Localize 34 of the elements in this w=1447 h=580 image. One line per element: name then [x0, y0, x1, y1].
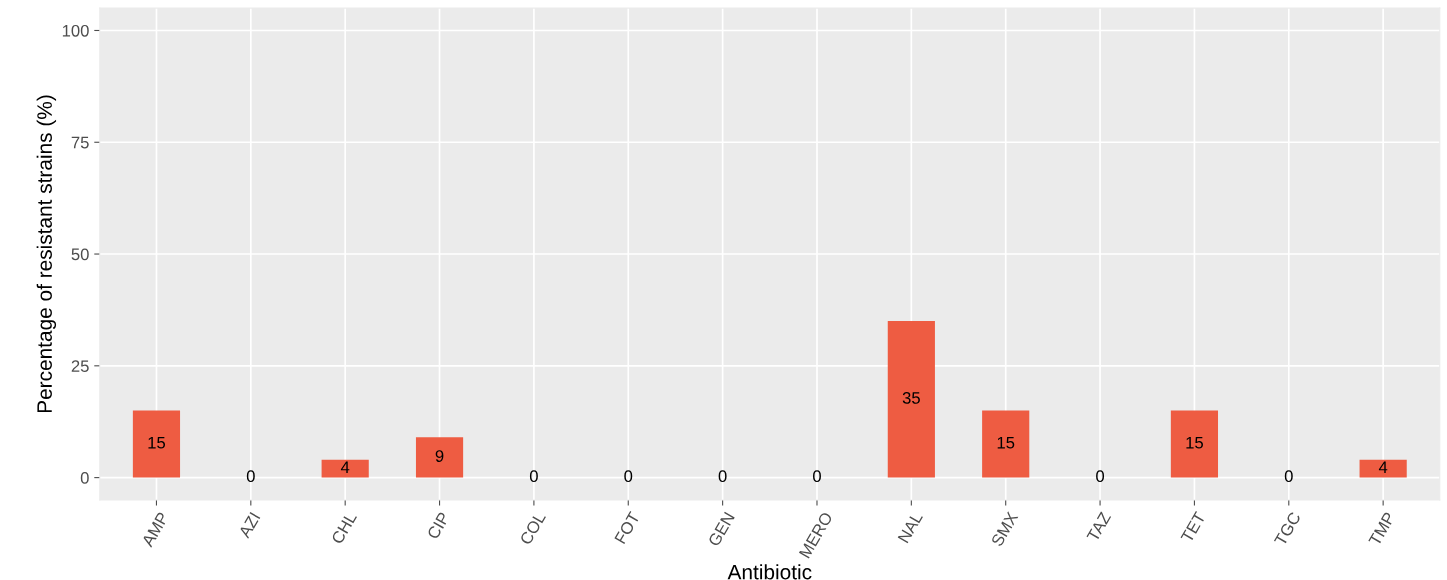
- x-tick-label: TAZ: [1086, 511, 1112, 543]
- y-axis-title: Percentage of resistant strains (%): [36, 95, 57, 413]
- x-tick-label: CHL: [330, 511, 358, 545]
- data-label: 0: [246, 470, 255, 483]
- data-label: 0: [1096, 470, 1105, 483]
- data-label: 0: [718, 470, 727, 483]
- bar: [1170, 410, 1219, 478]
- bar: [887, 321, 935, 478]
- data-label: 9: [435, 450, 444, 462]
- x-tick-label: NAL: [897, 511, 923, 544]
- y-tick-label: 0: [80, 472, 89, 484]
- x-tick-label: COL: [519, 511, 547, 546]
- data-label: 0: [813, 470, 821, 483]
- y-tick-label: 75: [71, 136, 89, 149]
- data-label: 15: [997, 436, 1015, 449]
- x-axis-title: Antibiotic: [727, 564, 812, 580]
- bar: [321, 459, 369, 478]
- bar: [982, 410, 1030, 478]
- bar: [132, 410, 181, 478]
- data-label: 4: [1378, 461, 1388, 473]
- y-tick-label: 25: [71, 360, 89, 373]
- data-label: 4: [340, 461, 350, 473]
- data-label: 0: [624, 470, 633, 483]
- y-tick-label: 100: [62, 24, 89, 37]
- data-label: 0: [529, 470, 538, 483]
- x-tick-label: AZI: [238, 512, 261, 539]
- data-label: 0: [1284, 470, 1293, 483]
- y-tick-label: 50: [71, 248, 89, 261]
- data-label: 15: [148, 436, 166, 449]
- data-label: 35: [902, 392, 920, 404]
- data-label: 15: [1186, 436, 1203, 449]
- bar: [1359, 459, 1407, 478]
- x-tick-label: CIP: [426, 511, 450, 540]
- bar: [415, 437, 464, 478]
